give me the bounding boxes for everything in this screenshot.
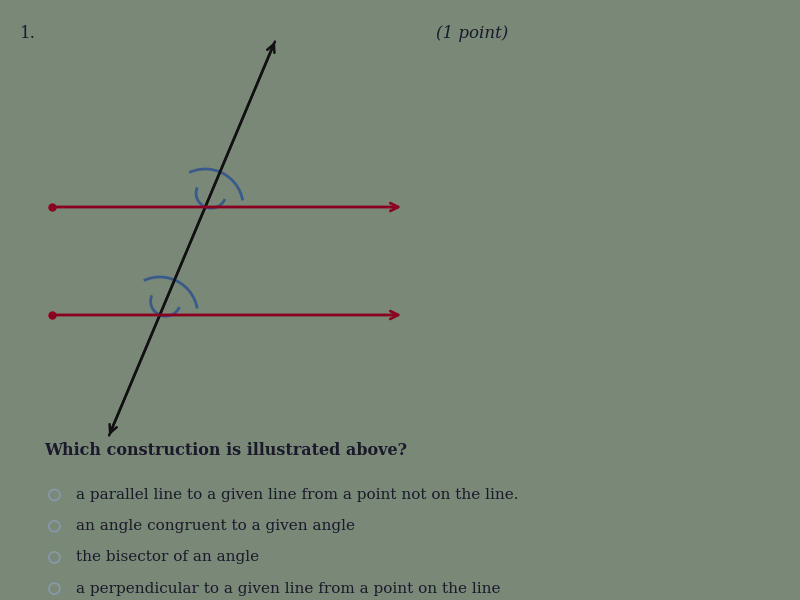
Text: (1 point): (1 point) [436,25,508,42]
Text: the bisector of an angle: the bisector of an angle [76,550,259,565]
Text: 1.: 1. [20,25,36,42]
Text: a parallel line to a given line from a point not on the line.: a parallel line to a given line from a p… [76,488,518,502]
Text: a perpendicular to a given line from a point on the line: a perpendicular to a given line from a p… [76,581,501,596]
Text: an angle congruent to a given angle: an angle congruent to a given angle [76,519,355,533]
Text: Which construction is illustrated above?: Which construction is illustrated above? [44,442,407,459]
